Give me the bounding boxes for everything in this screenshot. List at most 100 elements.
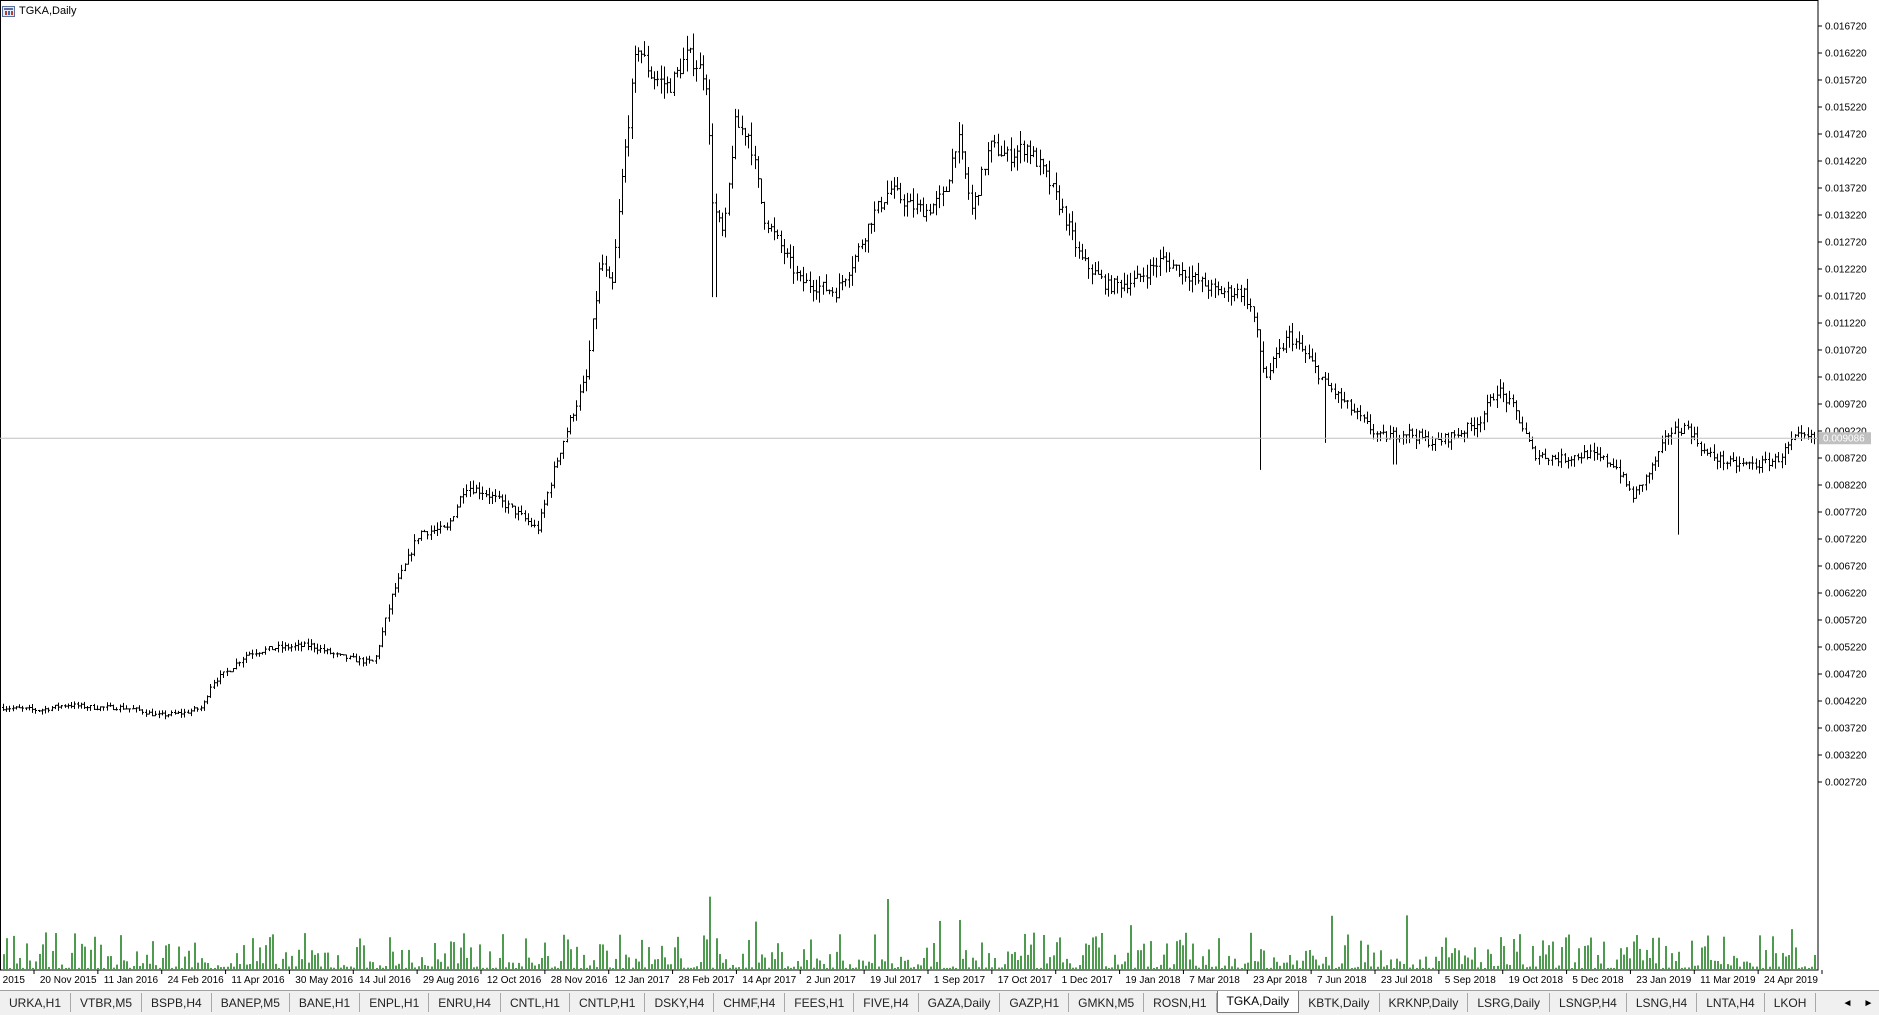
price-bar [1589,444,1592,459]
price-bar [1168,252,1171,272]
tab-enpl-h1[interactable]: ENPL,H1 [360,993,430,1012]
price-bar [1113,277,1116,295]
price-bar [906,192,909,217]
arrow-right-icon[interactable]: ► [1863,997,1874,1009]
date-label: 19 Jan 2018 [1125,975,1180,986]
arrow-left-icon[interactable]: ◄ [1842,997,1853,1009]
price-bar [1249,298,1252,312]
volume-bar [1532,945,1534,970]
tab-lsrg-daily[interactable]: LSRG,Daily [1468,993,1551,1012]
tab-lnta-h4[interactable]: LNTA,H4 [1697,993,1765,1012]
price-bar [741,115,744,136]
volume-bar [285,952,287,970]
price-bar [673,71,676,97]
price-bar [1295,338,1298,349]
chart-tab-bar: URKA,H1 VTBR,M5 BSPB,H4 BANEP,M5 BANE,H1 ENPL… [0,990,1879,1015]
tab-bspb-h4[interactable]: BSPB,H4 [142,993,212,1012]
tab-enru-h4[interactable]: ENRU,H4 [429,993,501,1012]
tab-cntlp-h1[interactable]: CNTLP,H1 [569,993,646,1012]
volume-bar [123,960,125,970]
volume-bar [1665,945,1667,970]
volume-bar [589,965,591,970]
price-bar [1029,140,1032,165]
price-bar [332,652,335,659]
price-bar [138,705,141,712]
tab-fees-h1[interactable]: FEES,H1 [785,993,855,1012]
price-bar [938,185,941,209]
tab-gaza-daily[interactable]: GAZA,Daily [918,993,1001,1012]
price-bar [660,65,663,94]
price-bar [352,652,355,658]
volume-bar [1403,963,1405,970]
volume-bar [816,958,818,970]
price-bar [420,530,423,541]
date-label: 11 Mar 2019 [1700,975,1756,986]
tab-dsky-h4[interactable]: DSKY,H4 [645,993,715,1012]
volume-bar [1597,954,1599,970]
price-bar [1619,459,1622,484]
volume-bar [1318,965,1320,970]
tab-lsng-h4[interactable]: LSNG,H4 [1626,993,1698,1012]
price-bar [1427,431,1430,448]
volume-bar [1189,959,1191,970]
volume-bar [1587,945,1589,970]
tab-krknp-daily[interactable]: KRKNP,Daily [1379,993,1469,1012]
tab-lsngp-h4[interactable]: LSNGP,H4 [1550,993,1627,1012]
price-bar [109,702,112,707]
price-bar [1019,130,1022,164]
volume-bar [1535,966,1537,970]
volume-bar [1351,967,1353,970]
volume-bar [793,966,795,970]
price-bar [770,223,773,232]
price-bar [1450,431,1453,450]
tab-gazp-h1[interactable]: GAZP,H1 [1000,993,1070,1012]
price-bar [618,199,621,259]
price-chart[interactable]: 0.016720 0.016220 0.015720 0.015220 0.014720… [0,0,1879,990]
chart-window[interactable]: TGKA,Daily 0.016720 0.016220 0.015720 0.015… [0,0,1879,990]
volume-bar [538,964,540,970]
volume-bar [923,957,925,970]
price-bar [686,35,689,72]
tab-vtbr-m5[interactable]: VTBR,M5 [71,993,143,1012]
tab-five-h4[interactable]: FIVE,H4 [854,993,919,1012]
price-bar [1272,356,1275,374]
price-bar [38,709,41,713]
price-bar [507,500,510,514]
price-bar [1317,365,1320,385]
volume-bar [641,939,643,970]
volume-bar [1445,937,1447,970]
tab-cntl-h1[interactable]: CNTL,H1 [500,993,570,1012]
tab-urka-h1[interactable]: URKA,H1 [0,993,72,1012]
price-bar [1810,429,1813,443]
price-bar [1525,422,1528,435]
volume-bar [201,958,203,970]
volume-bar [1224,965,1226,970]
volume-bar [113,967,115,970]
volume-bar [103,967,105,970]
volume-bar [936,961,938,970]
price-bar [80,702,83,709]
price-label: 0.005220 [1825,643,1867,654]
volume-bar [265,945,267,970]
tab-gmkn-m5[interactable]: GMKN,M5 [1069,993,1145,1012]
volume-bar [1801,967,1803,970]
price-bar [922,197,925,218]
volume-bar [178,946,180,970]
volume-bar [19,957,21,970]
tab-kbtk-daily[interactable]: KBTK,Daily [1299,993,1380,1012]
price-bar [1223,287,1226,299]
price-bar [381,627,384,648]
tab-banep-m5[interactable]: BANEP,M5 [211,993,290,1012]
volume-bar [551,967,553,970]
tab-tgka-daily[interactable]: TGKA,Daily [1216,991,1300,1013]
tab-lkoh[interactable]: LKOH [1764,993,1817,1012]
volume-bar [353,967,355,970]
volume-bar [722,962,724,970]
tab-bane-h1[interactable]: BANE,H1 [289,993,361,1012]
price-bar [1334,383,1337,400]
price-bar [303,641,306,647]
tab-rosn-h1[interactable]: ROSN,H1 [1144,993,1217,1012]
tab-chmf-h4[interactable]: CHMF,H4 [714,993,786,1012]
price-bar [200,705,203,712]
date-label: 7 Jun 2018 [1317,975,1367,986]
